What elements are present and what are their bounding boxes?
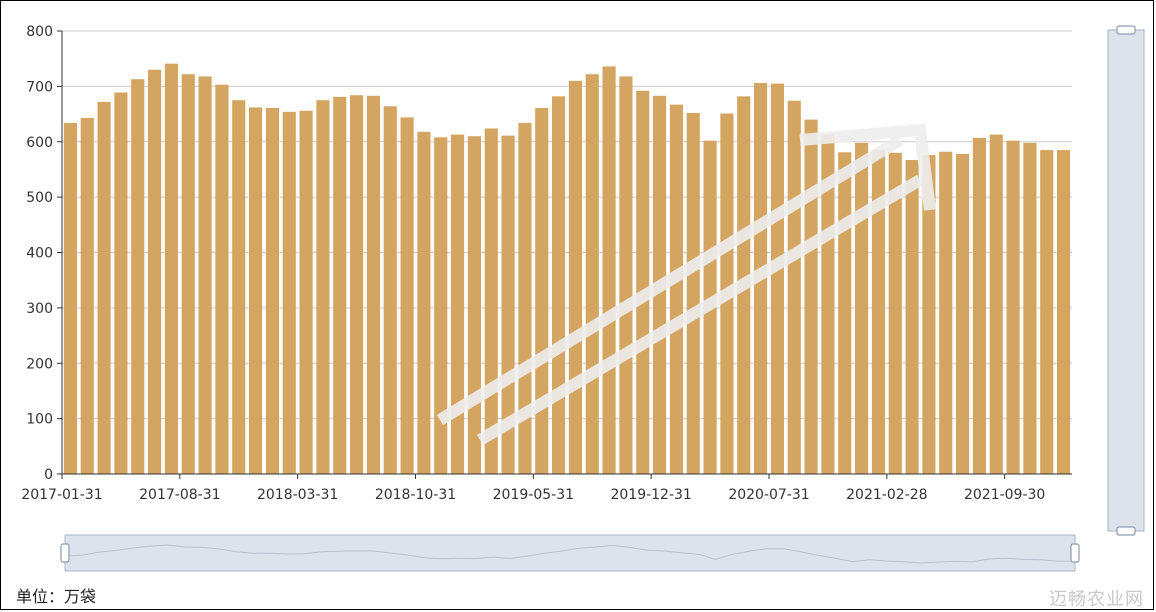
x-tick-label: 2017-08-31 (139, 487, 220, 503)
bar-2017-08-31[interactable] (181, 74, 195, 474)
bar-2020-01-31[interactable] (669, 104, 683, 475)
y-tick-label: 300 (26, 301, 53, 317)
bar-2020-11-30[interactable] (838, 152, 852, 475)
bar-2019-08-31[interactable] (585, 74, 599, 474)
axes: 0 100 200 300 400 500 600 700 800 2017-01-31 2017-… (21, 24, 1072, 503)
bar-2017-05-31[interactable] (131, 79, 145, 475)
bar-2021-01-31[interactable] (871, 150, 885, 474)
x-tick-label: 2020-07-31 (728, 487, 809, 503)
bar-2017-03-31[interactable] (97, 101, 111, 474)
bar-2017-09-30[interactable] (198, 76, 212, 474)
bar-2021-09-30[interactable] (1006, 140, 1020, 474)
bar-2020-06-30[interactable] (754, 83, 768, 475)
bar-2019-02-28[interactable] (484, 128, 498, 474)
zoom-preview-line (64, 544, 1075, 564)
bar-2018-01-31[interactable] (265, 107, 279, 474)
bar-2018-03-31[interactable] (299, 110, 313, 475)
bar-2021-08-31[interactable] (989, 134, 1003, 474)
y-tick-label: 500 (26, 190, 53, 206)
bar-2018-02-28[interactable] (282, 111, 296, 474)
bar-2017-02-28[interactable] (80, 117, 94, 474)
bar-2020-04-30[interactable] (720, 113, 734, 474)
zoom-handle-right[interactable] (1070, 543, 1080, 563)
bars (63, 63, 1071, 475)
y-tick-label: 100 (26, 412, 53, 428)
bar-2019-07-31[interactable] (568, 80, 582, 475)
vertical-zoom-handle-top[interactable] (1116, 25, 1136, 35)
bar-2020-02-29[interactable] (686, 112, 700, 474)
bar-2019-04-30[interactable] (518, 122, 532, 475)
bar-2020-10-31[interactable] (821, 134, 835, 474)
bar-2018-10-31[interactable] (417, 131, 431, 474)
x-tick-label: 2019-12-31 (610, 487, 691, 503)
y-tick-label: 0 (44, 467, 53, 483)
bar-2017-12-31[interactable] (249, 107, 263, 474)
bar-2018-08-31[interactable] (383, 106, 397, 474)
bar-2021-05-31[interactable] (939, 151, 953, 474)
bar-2020-12-31[interactable] (855, 142, 869, 475)
bar-2019-10-31[interactable] (619, 76, 633, 474)
zoom-slider[interactable] (60, 534, 1080, 572)
bar-2018-11-30[interactable] (434, 137, 448, 474)
bar-2019-03-31[interactable] (501, 135, 515, 474)
bar-2019-09-30[interactable] (602, 66, 616, 474)
bar-2019-05-31[interactable] (535, 107, 549, 474)
bar-2021-03-31[interactable] (905, 160, 919, 474)
bar-2019-12-31[interactable] (653, 95, 667, 474)
bar-2021-06-30[interactable] (956, 153, 970, 474)
brand-watermark: 迈畅农业网 (1049, 589, 1144, 610)
vertical-zoom-handle-bottom[interactable] (1116, 526, 1136, 536)
bar-2018-12-31[interactable] (451, 134, 465, 474)
bar-2021-07-31[interactable] (972, 137, 986, 474)
bar-2021-12-31[interactable] (1057, 150, 1071, 474)
y-tick-label: 400 (26, 246, 53, 262)
bar-2019-11-30[interactable] (636, 90, 650, 475)
y-tick-label: 700 (26, 79, 53, 95)
bar-2018-06-30[interactable] (350, 95, 364, 475)
bar-2019-06-30[interactable] (552, 96, 566, 474)
bar-2017-04-30[interactable] (114, 92, 128, 474)
bar-2018-05-31[interactable] (333, 96, 347, 475)
bar-2018-09-30[interactable] (400, 117, 414, 474)
y-tick-label: 800 (26, 24, 53, 40)
x-tick-label: 2021-02-28 (846, 487, 927, 503)
bar-2021-04-30[interactable] (922, 155, 936, 475)
x-tick-label: 2018-10-31 (375, 487, 456, 503)
bar-2021-11-30[interactable] (1040, 150, 1054, 474)
x-tick-label: 2021-09-30 (964, 487, 1045, 503)
zoom-track[interactable] (64, 534, 1076, 572)
bar-2020-08-31[interactable] (787, 100, 801, 475)
bar-2017-01-31[interactable] (63, 122, 77, 475)
bar-2018-04-30[interactable] (316, 100, 330, 474)
bar-2018-07-31[interactable] (366, 95, 380, 474)
bar-2020-05-31[interactable] (737, 96, 751, 474)
x-tick-label: 2017-01-31 (21, 487, 102, 503)
y-tick-label: 200 (26, 356, 53, 372)
vertical-zoom-track[interactable] (1107, 29, 1145, 532)
zoom-handle-left[interactable] (60, 543, 70, 563)
bar-2020-03-31[interactable] (703, 140, 717, 474)
bar-2021-10-31[interactable] (1023, 142, 1037, 475)
bar-2017-10-31[interactable] (215, 84, 229, 475)
bar-2017-07-31[interactable] (164, 63, 178, 474)
bar-2019-01-31[interactable] (467, 136, 481, 474)
grid-lines (62, 30, 1072, 420)
unit-label: 单位：万袋 (16, 587, 97, 606)
bar-2017-06-30[interactable] (148, 69, 162, 474)
bar-2021-02-28[interactable] (888, 152, 902, 474)
x-tick-label: 2018-03-31 (257, 487, 338, 503)
y-tick-label: 600 (26, 135, 53, 151)
bar-2020-09-30[interactable] (804, 119, 818, 474)
bar-2020-07-31[interactable] (770, 83, 784, 474)
bar-2017-11-30[interactable] (232, 100, 246, 474)
vertical-zoom-slider[interactable] (1107, 25, 1145, 536)
x-tick-label: 2019-05-31 (493, 487, 574, 503)
